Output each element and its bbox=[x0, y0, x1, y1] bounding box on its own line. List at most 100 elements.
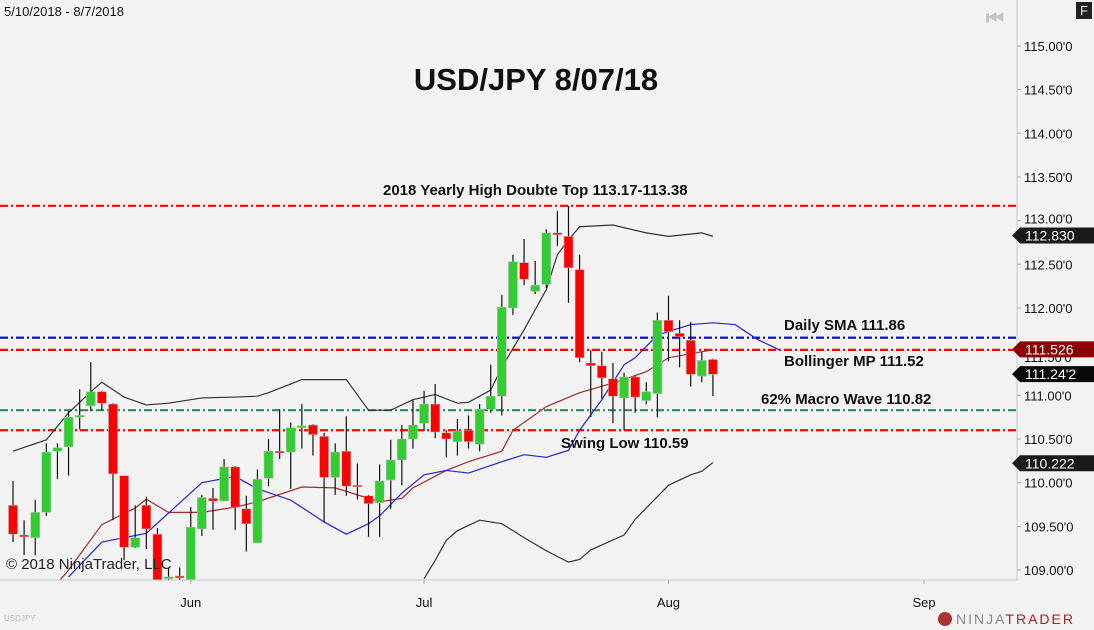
y-tick-label: 114.00'0 bbox=[1024, 126, 1073, 141]
y-tick-label: 109.00'0 bbox=[1024, 563, 1073, 578]
candle bbox=[397, 425, 407, 486]
candle bbox=[485, 364, 496, 413]
candle-body bbox=[186, 526, 196, 580]
candle-body bbox=[19, 534, 29, 538]
candle-body bbox=[52, 447, 63, 452]
candle-body bbox=[63, 416, 74, 448]
candle-body bbox=[663, 319, 674, 332]
price-marker-bg bbox=[1012, 227, 1094, 244]
candle-body bbox=[430, 403, 440, 433]
symbol-label: USDJPY bbox=[4, 614, 36, 623]
candle-body bbox=[241, 508, 252, 524]
candle bbox=[208, 487, 218, 530]
candle bbox=[274, 409, 285, 460]
candle bbox=[563, 205, 574, 303]
candle bbox=[141, 496, 152, 550]
candle-body bbox=[297, 425, 307, 428]
candle bbox=[508, 254, 518, 315]
y-tick-label: 115.00'0 bbox=[1024, 39, 1073, 54]
y-tick-label: 112.50'0 bbox=[1024, 257, 1073, 272]
candle bbox=[252, 469, 263, 544]
candle bbox=[463, 415, 474, 449]
candle bbox=[474, 404, 485, 452]
macro-wave-label: 62% Macro Wave 110.82 bbox=[761, 391, 932, 408]
candle-body bbox=[41, 451, 52, 513]
x-tick-label: Aug bbox=[657, 595, 680, 610]
candle-body bbox=[508, 261, 518, 309]
chart-title: USD/JPY 8/07/18 bbox=[413, 62, 659, 97]
candle bbox=[385, 439, 396, 509]
skip-to-start-icon[interactable]: ⏮ bbox=[986, 8, 1004, 30]
candle-body bbox=[119, 475, 129, 548]
candle bbox=[308, 424, 318, 456]
candle-body bbox=[541, 232, 552, 285]
candle bbox=[152, 528, 163, 580]
candle-body bbox=[641, 391, 652, 401]
candle-body bbox=[230, 466, 240, 508]
price-marker-bg bbox=[1012, 366, 1094, 383]
candle-body bbox=[385, 459, 396, 481]
bollinger-upper-line bbox=[12, 224, 714, 452]
candle bbox=[108, 403, 118, 521]
candle-body bbox=[485, 395, 496, 410]
candle bbox=[363, 494, 374, 537]
candle bbox=[97, 390, 107, 411]
candle-body bbox=[330, 451, 340, 478]
price-marker-label: 110.222 bbox=[1025, 455, 1075, 471]
y-tick-label: 113.50'0 bbox=[1024, 170, 1073, 185]
candle bbox=[230, 466, 240, 530]
x-tick-label: Jul bbox=[416, 595, 433, 610]
f-button[interactable]: F bbox=[1076, 2, 1092, 19]
daily-sma-label: Daily SMA 111.86 bbox=[784, 317, 906, 334]
candle-body bbox=[463, 430, 474, 442]
candle-body bbox=[597, 365, 607, 379]
y-tick-label: 113.00'0 bbox=[1024, 212, 1073, 227]
candle bbox=[8, 480, 18, 543]
candle-body bbox=[141, 505, 152, 530]
candle bbox=[63, 411, 74, 476]
y-tick-label: 112.00'0 bbox=[1024, 301, 1073, 316]
candle bbox=[608, 363, 618, 424]
sma-line bbox=[68, 322, 780, 578]
candle-body bbox=[674, 333, 685, 338]
candle bbox=[530, 260, 540, 295]
price-marker-bg bbox=[1012, 455, 1094, 472]
candle-body bbox=[474, 409, 485, 445]
candle-body bbox=[30, 512, 40, 538]
ninjatrader-logo: NINJATRADER bbox=[938, 611, 1075, 627]
candle-body bbox=[8, 505, 18, 535]
candle-body bbox=[563, 236, 574, 269]
candle bbox=[319, 432, 329, 522]
candle bbox=[352, 463, 363, 500]
candle bbox=[286, 422, 296, 489]
candle-body bbox=[452, 430, 463, 442]
bollinger-mp-label: Bollinger MP 111.52 bbox=[784, 353, 924, 370]
candle bbox=[19, 520, 29, 556]
candle bbox=[697, 351, 707, 383]
price-marker-bg bbox=[1012, 341, 1094, 358]
candle bbox=[119, 475, 129, 561]
candle bbox=[619, 372, 629, 431]
candle bbox=[30, 500, 40, 556]
price-marker-label: 112.830 bbox=[1025, 228, 1075, 244]
candle bbox=[708, 358, 718, 397]
x-tick-label: Jun bbox=[180, 595, 201, 610]
candle bbox=[241, 495, 252, 552]
candle bbox=[519, 238, 529, 286]
candle-body bbox=[252, 478, 263, 544]
yearly-high-label: 2018 Yearly High Doubte Top 113.17-113.3… bbox=[383, 182, 688, 199]
candle-body bbox=[219, 466, 229, 502]
candle bbox=[419, 390, 429, 432]
plot-area bbox=[0, 204, 1017, 580]
candle-body bbox=[74, 415, 85, 418]
candle-body bbox=[552, 232, 563, 235]
candle-body bbox=[152, 533, 163, 580]
candle bbox=[597, 351, 607, 399]
candle-body bbox=[441, 432, 452, 440]
candle bbox=[630, 376, 640, 413]
candle-body bbox=[308, 424, 318, 435]
candle-body bbox=[352, 485, 363, 488]
candle bbox=[574, 254, 585, 363]
candle-body bbox=[108, 403, 118, 475]
